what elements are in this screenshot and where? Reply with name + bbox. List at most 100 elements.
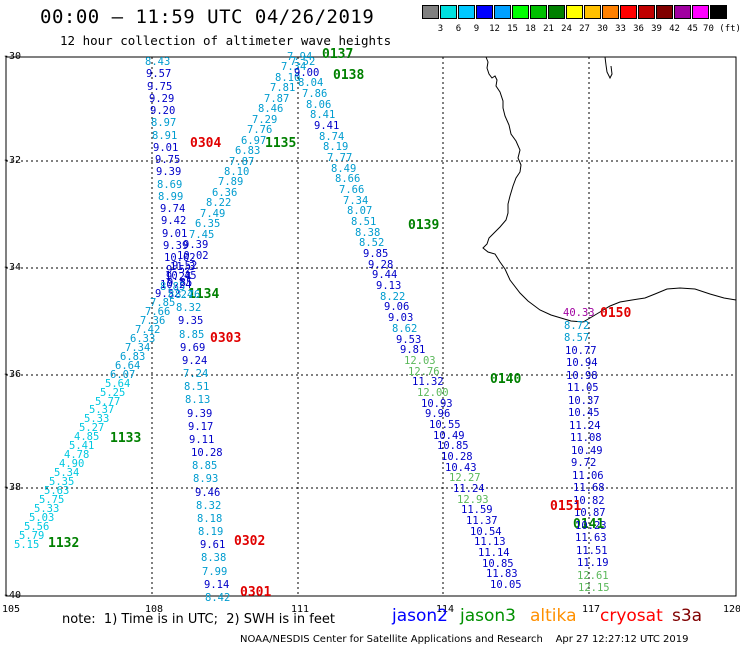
wave-height-value: 5.33 [84, 413, 110, 425]
wave-height-value: 12.15 [578, 582, 610, 594]
lat-label: -38 [3, 482, 22, 493]
wave-height-value: 11.37 [466, 515, 498, 527]
scale-swatch [458, 5, 475, 19]
grid-lines [6, 57, 736, 596]
scale-label: 70 (ft) [703, 24, 740, 34]
wave-height-value: 8.10 [275, 72, 301, 84]
scale-swatch [476, 5, 493, 19]
wave-height-value: 10.94 [566, 357, 598, 369]
wave-height-value: 7.85 [150, 297, 176, 309]
wave-height-value: 6.07 [110, 369, 136, 381]
wave-height-value: 10.24 [160, 279, 192, 291]
wave-height-value: 11.14 [478, 547, 510, 559]
wave-height-value: 7.81 [270, 82, 296, 94]
wave-height-value: 9.85 [363, 248, 389, 260]
wave-height-value: 9.42 [161, 215, 187, 227]
wave-height-value: 9.81 [400, 344, 426, 356]
lat-label: -36 [3, 369, 22, 380]
wave-height-value: 11.63 [575, 532, 607, 544]
wave-height-value: 11.68 [573, 482, 605, 494]
wave-height-value: 8.49 [331, 163, 357, 175]
scale-label: 15 [507, 24, 518, 34]
wave-height-value: 9.39 [163, 240, 189, 252]
wave-height-value: 7.77 [327, 152, 353, 164]
lon-label: 114 [436, 604, 455, 615]
track-id-label: 1135 [265, 136, 297, 151]
wave-height-value: 5.35 [49, 476, 75, 488]
lon-label: 117 [582, 604, 601, 615]
scale-label: 33 [615, 24, 626, 34]
wave-height-value: 10.55 [429, 419, 461, 431]
wave-height-value: 8.42 [205, 592, 231, 604]
scale-label: 45 [687, 24, 698, 34]
wave-height-value: 8.85 [160, 281, 186, 293]
wave-height-value: 10.43 [445, 462, 477, 474]
wave-height-value: 9.01 [162, 228, 188, 240]
wave-height-value: 12.03 [404, 355, 436, 367]
wave-height-value: 9.75 [155, 154, 181, 166]
wave-height-value: 9.39 [183, 239, 209, 251]
map-frame [5, 56, 737, 597]
track-id-label: 0137 [322, 47, 354, 62]
wave-height-value: 9.52 [155, 288, 181, 300]
scale-swatch [620, 5, 637, 19]
scale-label: 9 [473, 24, 480, 34]
scale-swatch [548, 5, 565, 19]
track-id-label: 0140 [490, 372, 522, 387]
scale-label: 21 [543, 24, 554, 34]
wave-height-value: 11.59 [461, 504, 493, 516]
lon-label: 108 [145, 604, 164, 615]
track-id-label: 1134 [188, 287, 220, 302]
track-id-label: 0303 [210, 331, 242, 346]
wave-height-value: 7.45 [189, 229, 215, 241]
track-id-label: 1133 [110, 431, 142, 446]
wave-height-value: 8.07 [347, 205, 373, 217]
wave-height-value: 8.38 [201, 552, 227, 564]
wave-height-value: 7.86 [302, 88, 328, 100]
wave-height-value: 10.45 [568, 407, 600, 419]
wave-height-value: 10.02 [164, 252, 196, 264]
wave-height-value: 8.46 [258, 103, 284, 115]
wave-height-value: 10.82 [573, 495, 605, 507]
wave-height-value: 7.66 [339, 184, 365, 196]
wave-height-value: 11.19 [577, 557, 609, 569]
wave-height-value: 8.06 [306, 99, 332, 111]
wave-height-value: 10.85 [482, 558, 514, 570]
wave-height-value: 5.37 [89, 404, 115, 416]
wave-height-value: 12.27 [449, 472, 481, 484]
wave-height-value: 9.28 [368, 259, 394, 271]
track-id-label: 0304 [190, 136, 222, 151]
wave-height-value: 5.03 [29, 512, 55, 524]
wave-height-value: 8.32 [176, 302, 202, 314]
wave-height-value: 9.69 [180, 342, 206, 354]
wave-height-value: 5.64 [105, 378, 131, 390]
wave-height-value: 5.63 [44, 485, 70, 497]
wave-height-value: 10.93 [421, 398, 453, 410]
wave-height-value: 11.24 [453, 483, 485, 495]
lat-label: -40 [3, 590, 22, 601]
scale-label: 30 [597, 24, 608, 34]
wave-height-value: 9.53 [396, 334, 422, 346]
wave-height-value: 7.29 [252, 114, 278, 126]
wave-height-value: 8.85 [192, 460, 218, 472]
wave-height-value: 9.85 [167, 277, 193, 289]
wave-height-value: 8.52 [359, 237, 385, 249]
coastline [482, 56, 737, 323]
scale-label: 24 [561, 24, 572, 34]
scale-swatch [674, 5, 691, 19]
track-id-label: 0301 [240, 585, 272, 600]
wave-height-value: 6.36 [212, 187, 238, 199]
scale-label: 42 [669, 24, 680, 34]
wave-height-value: 8.43 [145, 56, 171, 68]
wave-height-value: 12.93 [457, 494, 489, 506]
wave-height-value: 7.42 [135, 324, 161, 336]
wave-height-value: 8.32 [196, 500, 222, 512]
wave-height-value: 8.93 [193, 473, 219, 485]
scale-label: 6 [455, 24, 462, 34]
wave-height-value: 10.49 [571, 445, 603, 457]
wave-height-value: 11.13 [474, 536, 506, 548]
scale-label: 39 [651, 24, 662, 34]
wave-height-value: 8.51 [184, 381, 210, 393]
scale-swatch [602, 5, 619, 19]
